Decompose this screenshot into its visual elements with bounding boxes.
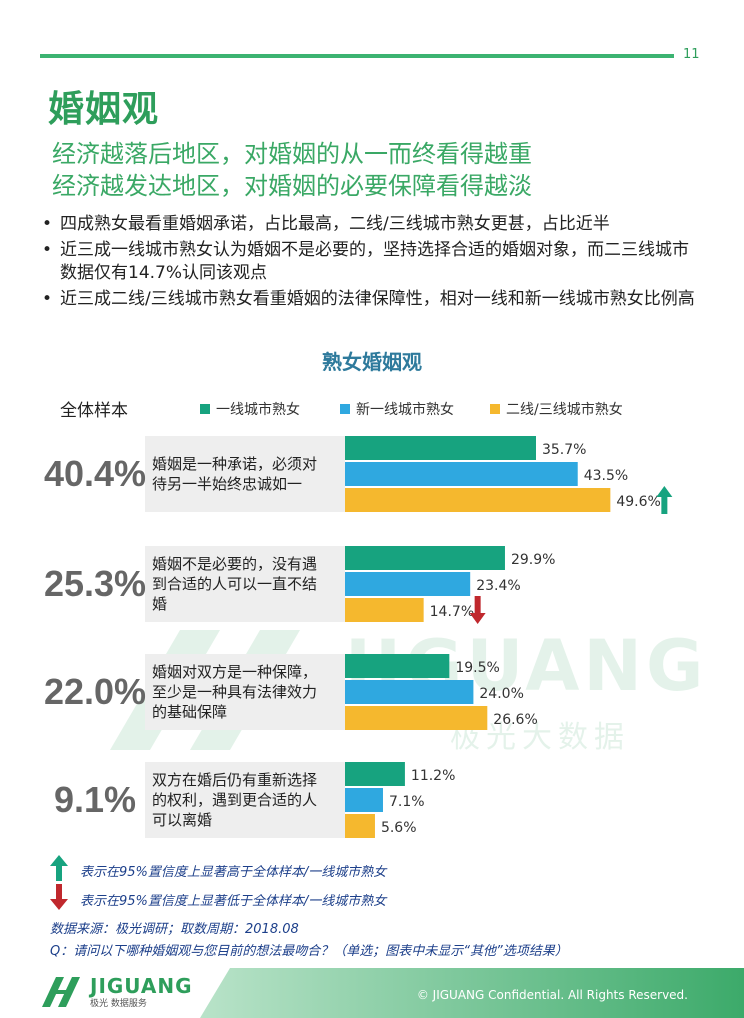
data-label: 29.9% bbox=[511, 552, 555, 568]
subtitle-2: 经济越发达地区，对婚姻的必要保障看得越淡 bbox=[52, 172, 532, 200]
bar bbox=[345, 436, 536, 460]
category-label-box bbox=[145, 654, 345, 730]
legend-item-new-tier1: 新一线城市熟女 bbox=[340, 399, 454, 419]
data-label: 24.0% bbox=[479, 686, 523, 702]
data-label: 19.5% bbox=[455, 660, 499, 676]
bar bbox=[345, 788, 383, 812]
data-source: 数据来源：极光调研；取数周期：2018.08 bbox=[50, 922, 299, 937]
category-label: 婚姻是一种承诺，必须对 bbox=[152, 455, 317, 473]
data-label: 43.5% bbox=[584, 468, 628, 484]
header-rule bbox=[40, 54, 674, 58]
down-arrow-icon bbox=[50, 884, 68, 910]
jiguang-logo-icon bbox=[42, 976, 80, 1007]
legend-label: 新一线城市熟女 bbox=[356, 402, 454, 418]
note-significant-lower: 表示在95%置信度上显著低于全体样本/一线城市熟女 bbox=[80, 894, 387, 909]
legend-label: 一线城市熟女 bbox=[216, 402, 300, 418]
logo-text: JIGUANG 极光 数据服务 bbox=[90, 974, 193, 1009]
legend-swatch bbox=[340, 404, 350, 414]
logo-tagline: 极光 数据服务 bbox=[90, 999, 147, 1009]
bullet-item: 近三成二线/三线城市熟女看重婚姻的法律保障性，相对一线和新一线城市熟女比例高 bbox=[42, 288, 702, 311]
bar bbox=[345, 462, 578, 486]
category-label: 待另一半始终忠诚如一 bbox=[152, 475, 302, 493]
legend-label: 二线/三线城市熟女 bbox=[506, 402, 623, 418]
bar bbox=[345, 598, 424, 622]
category-label-box bbox=[145, 546, 345, 622]
survey-question: Q：请问以下哪种婚姻观与您目前的想法最吻合？（单选；图表中未显示“其他”选项结果… bbox=[50, 944, 568, 959]
bar bbox=[345, 488, 611, 512]
bar bbox=[345, 762, 405, 786]
data-label: 26.6% bbox=[493, 712, 537, 728]
note-significant-higher: 表示在95%置信度上显著高于全体样本/一线城市熟女 bbox=[80, 865, 387, 880]
overall-percentage: 40.4% bbox=[44, 453, 146, 494]
overall-percentage: 22.0% bbox=[44, 671, 146, 712]
category-label: 婚姻不是必要的，没有遇 bbox=[152, 555, 317, 573]
subtitle-1: 经济越落后地区，对婚姻的从一而终看得越重 bbox=[52, 140, 532, 168]
bar bbox=[345, 814, 375, 838]
down-arrow-icon bbox=[469, 596, 486, 624]
bar bbox=[345, 680, 474, 704]
legend-item-tier1: 一线城市熟女 bbox=[200, 399, 300, 419]
category-label-box bbox=[145, 436, 345, 512]
data-label: 11.2% bbox=[411, 768, 455, 784]
overall-percentage: 25.3% bbox=[44, 563, 146, 604]
bullet-list: 四成熟女最看重婚姻承诺，占比最高，二线/三线城市熟女更甚，占比近半 近三成一线城… bbox=[42, 213, 702, 314]
data-label: 23.4% bbox=[476, 578, 520, 594]
category-label: 可以离婚 bbox=[152, 811, 212, 829]
legend-swatch bbox=[490, 404, 500, 414]
bullet-item: 近三成一线城市熟女认为婚姻不是必要的，坚持选择合适的婚姻对象，而二三线城市数据仅… bbox=[42, 239, 702, 285]
category-label: 的基础保障 bbox=[152, 703, 227, 721]
page-number: 11 bbox=[683, 47, 700, 62]
chart-title: 熟女婚姻观 bbox=[322, 350, 422, 374]
category-label-box bbox=[145, 762, 345, 838]
bar bbox=[345, 654, 450, 678]
legend-swatch bbox=[200, 404, 210, 414]
footer-logo: JIGUANG 极光 数据服务 bbox=[40, 974, 193, 1009]
data-label: 49.6% bbox=[616, 494, 660, 510]
category-label: 婚姻对双方是一种保障， bbox=[152, 663, 317, 681]
legend-item-tier2-3: 二线/三线城市熟女 bbox=[490, 399, 623, 419]
data-label: 5.6% bbox=[381, 820, 417, 836]
bar bbox=[345, 706, 488, 730]
data-label: 35.7% bbox=[542, 442, 586, 458]
overall-percentage: 9.1% bbox=[54, 779, 136, 820]
category-label: 到合适的人可以一直不结 bbox=[152, 575, 317, 593]
footer-band bbox=[200, 968, 744, 1018]
page-title: 婚姻观 bbox=[48, 89, 160, 130]
category-label: 婚 bbox=[152, 595, 167, 613]
logo-wordmark: JIGUANG bbox=[90, 974, 193, 998]
bullet-item: 四成熟女最看重婚姻承诺，占比最高，二线/三线城市熟女更甚，占比近半 bbox=[42, 213, 702, 236]
data-label: 14.7% bbox=[430, 604, 474, 620]
category-label: 双方在婚后仍有重新选择 bbox=[152, 771, 317, 789]
bar bbox=[345, 546, 505, 570]
up-arrow-icon bbox=[50, 855, 68, 881]
category-label: 的权利，遇到更合适的人 bbox=[152, 791, 317, 809]
up-arrow-icon bbox=[656, 486, 673, 514]
bar bbox=[345, 572, 471, 596]
copyright-text: © JIGUANG Confidential. All Rights Reser… bbox=[416, 988, 688, 1002]
category-label: 至少是一种具有法律效力 bbox=[152, 683, 317, 701]
data-label: 7.1% bbox=[389, 794, 425, 810]
overall-sample-label: 全体样本 bbox=[60, 401, 128, 421]
